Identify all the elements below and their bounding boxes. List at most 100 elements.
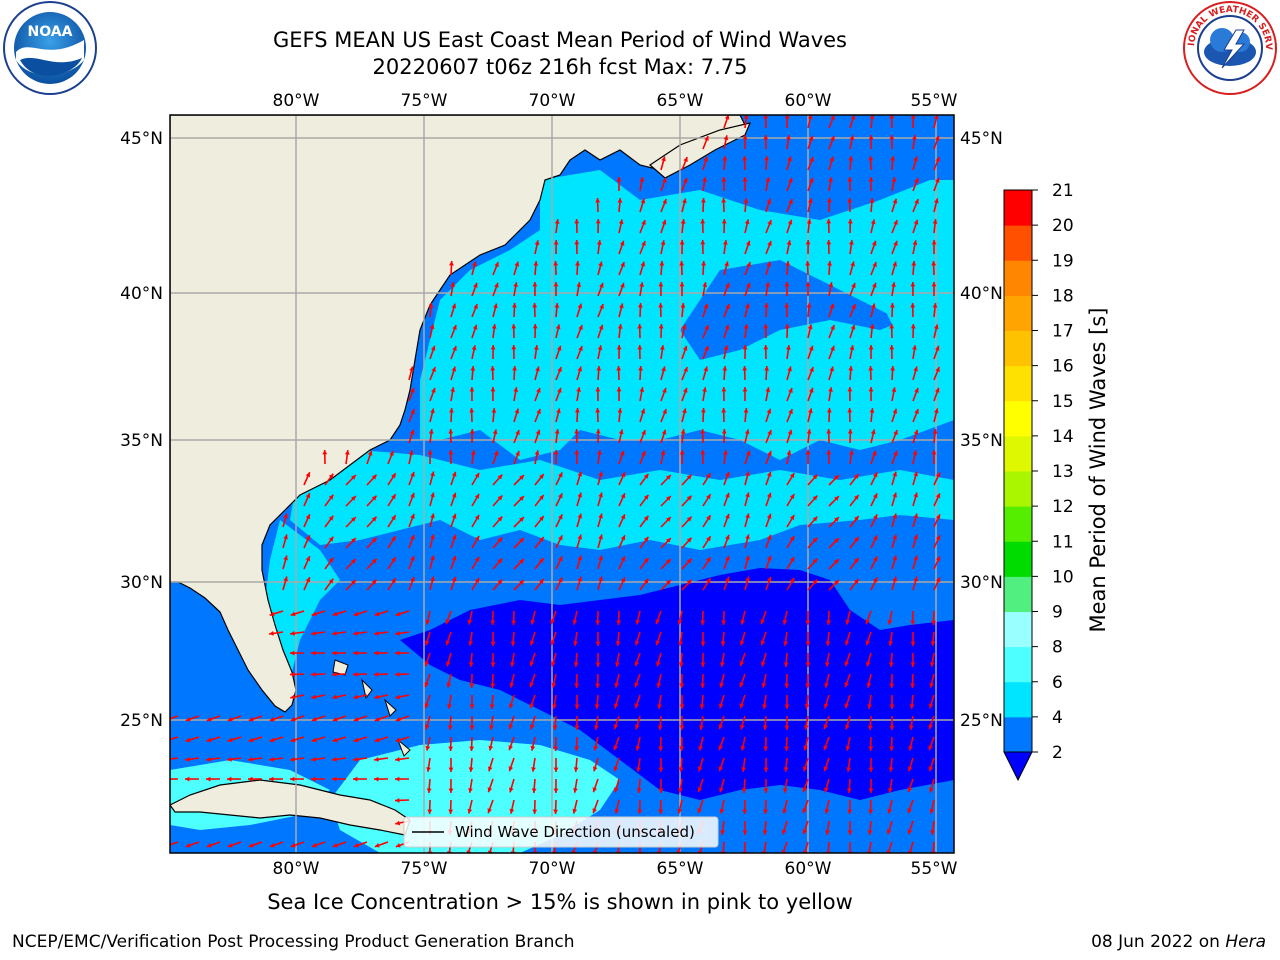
wind-arrow-head: [353, 694, 359, 700]
wind-arrow-head: [395, 737, 401, 743]
wind-arrow-head: [784, 282, 790, 287]
wind-arrow-head: [789, 515, 795, 520]
wind-arrow-head: [767, 240, 772, 246]
wind-arrow-head: [935, 514, 941, 520]
wind-arrow-head: [702, 387, 707, 392]
wind-arrow-head: [511, 620, 517, 625]
wind-arrow-head: [680, 303, 686, 308]
wind-arrow-head: [766, 492, 772, 498]
wind-arrow-head: [719, 682, 725, 688]
wind-arrow-head: [744, 429, 750, 435]
wind-arrow-head: [655, 619, 660, 625]
wind-arrow-head: [720, 830, 725, 835]
wind-arrow-head: [809, 157, 814, 162]
wind-arrow-head: [430, 534, 435, 540]
wind-arrow-head: [469, 387, 475, 392]
wind-arrow-head: [620, 556, 626, 562]
wind-arrow-head: [425, 619, 431, 625]
wind-arrow-head: [617, 324, 623, 329]
colorbar-extend-triangle: [1003, 751, 1033, 782]
wind-arrow-head: [374, 672, 379, 677]
wind-arrow-head: [720, 662, 725, 667]
wind-arrow-head: [558, 493, 563, 499]
wind-arrow-head: [805, 641, 811, 646]
wind-arrow-head: [666, 538, 671, 543]
wind-arrow-head: [744, 219, 750, 225]
wind-arrow-head: [430, 555, 435, 561]
wind-arrow-head: [870, 219, 876, 225]
wind-arrow-head: [824, 682, 829, 688]
lat-tick-right: 45°N: [960, 129, 1003, 149]
wind-arrow-head: [910, 620, 916, 625]
wind-arrow-head: [743, 324, 749, 329]
wind-arrow-head: [410, 576, 415, 582]
wind-arrow-head: [635, 745, 641, 751]
wind-arrow-head: [353, 631, 358, 636]
wind-arrow-head: [686, 558, 692, 564]
wind-arrow-head: [371, 495, 377, 501]
wind-arrow-head: [643, 557, 649, 563]
wind-arrow-head: [686, 474, 692, 480]
wind-arrow-head: [531, 767, 536, 772]
wind-arrow-head: [846, 767, 851, 772]
wind-arrow-head: [781, 829, 787, 835]
wind-arrow-head: [578, 346, 583, 351]
wind-arrow-head: [706, 557, 711, 563]
wind-arrow-head: [659, 261, 665, 266]
legend-label: Wind Wave Direction (unscaled): [455, 823, 695, 841]
wind-arrow-head: [558, 535, 563, 541]
wind-arrow-head: [596, 240, 602, 245]
wind-arrow-head: [515, 451, 520, 456]
wind-arrow-head: [619, 240, 625, 246]
wind-arrow-head: [830, 135, 835, 141]
wind-arrow-head: [935, 472, 941, 478]
wind-arrow-head: [741, 767, 746, 772]
wind-arrow-head: [812, 474, 818, 480]
colorbar-tick-label: 12: [1052, 497, 1074, 517]
wind-arrow-head: [910, 324, 916, 329]
wind-arrow-head: [873, 493, 878, 499]
wind-arrow-head: [742, 387, 748, 392]
wind-arrow-head: [206, 737, 212, 743]
wind-arrow-head: [553, 282, 559, 287]
wind-arrow-head: [639, 387, 645, 392]
wind-arrow-head: [409, 366, 414, 372]
wind-arrow-head: [508, 724, 514, 730]
wind-arrow-head: [616, 177, 622, 182]
wind-arrow-head: [849, 135, 855, 141]
wind-arrow-head: [473, 304, 478, 309]
wind-arrow-head: [558, 514, 563, 520]
wind-arrow-head: [721, 408, 727, 413]
wind-arrow-head: [449, 408, 454, 413]
wind-arrow-head: [641, 430, 646, 435]
wind-arrow-head: [371, 474, 377, 480]
wind-arrow-head: [679, 282, 685, 287]
wind-arrow-head: [888, 788, 893, 793]
wind-arrow-head: [577, 576, 583, 582]
wind-arrow-head: [893, 430, 898, 435]
wind-arrow-head: [556, 345, 562, 351]
wind-arrow-head: [269, 776, 274, 782]
wind-arrow-head: [658, 746, 664, 751]
wind-arrow-head: [574, 450, 580, 455]
wind-arrow-head: [511, 324, 517, 329]
wind-arrow-head: [868, 809, 873, 814]
wind-arrow-head: [613, 766, 619, 772]
wind-arrow-head: [787, 429, 793, 435]
wind-arrow-head: [640, 198, 646, 204]
wind-arrow-head: [724, 261, 729, 267]
wind-arrow-head: [873, 535, 878, 541]
lon-tick-bottom: 55°W: [911, 859, 958, 879]
wind-arrow-head: [805, 620, 811, 625]
wind-arrow-head: [410, 555, 415, 561]
wind-arrow-head: [812, 537, 818, 543]
wind-arrow-head: [395, 611, 401, 617]
wind-arrow-head: [804, 725, 809, 730]
wind-arrow-head: [871, 303, 876, 309]
wind-arrow-head: [805, 261, 811, 266]
wind-arrow-head: [929, 808, 935, 814]
wind-arrow-head: [472, 324, 478, 330]
wind-arrow-head: [395, 716, 401, 722]
wind-arrow-head: [868, 177, 874, 182]
wind-arrow-head: [706, 515, 711, 521]
